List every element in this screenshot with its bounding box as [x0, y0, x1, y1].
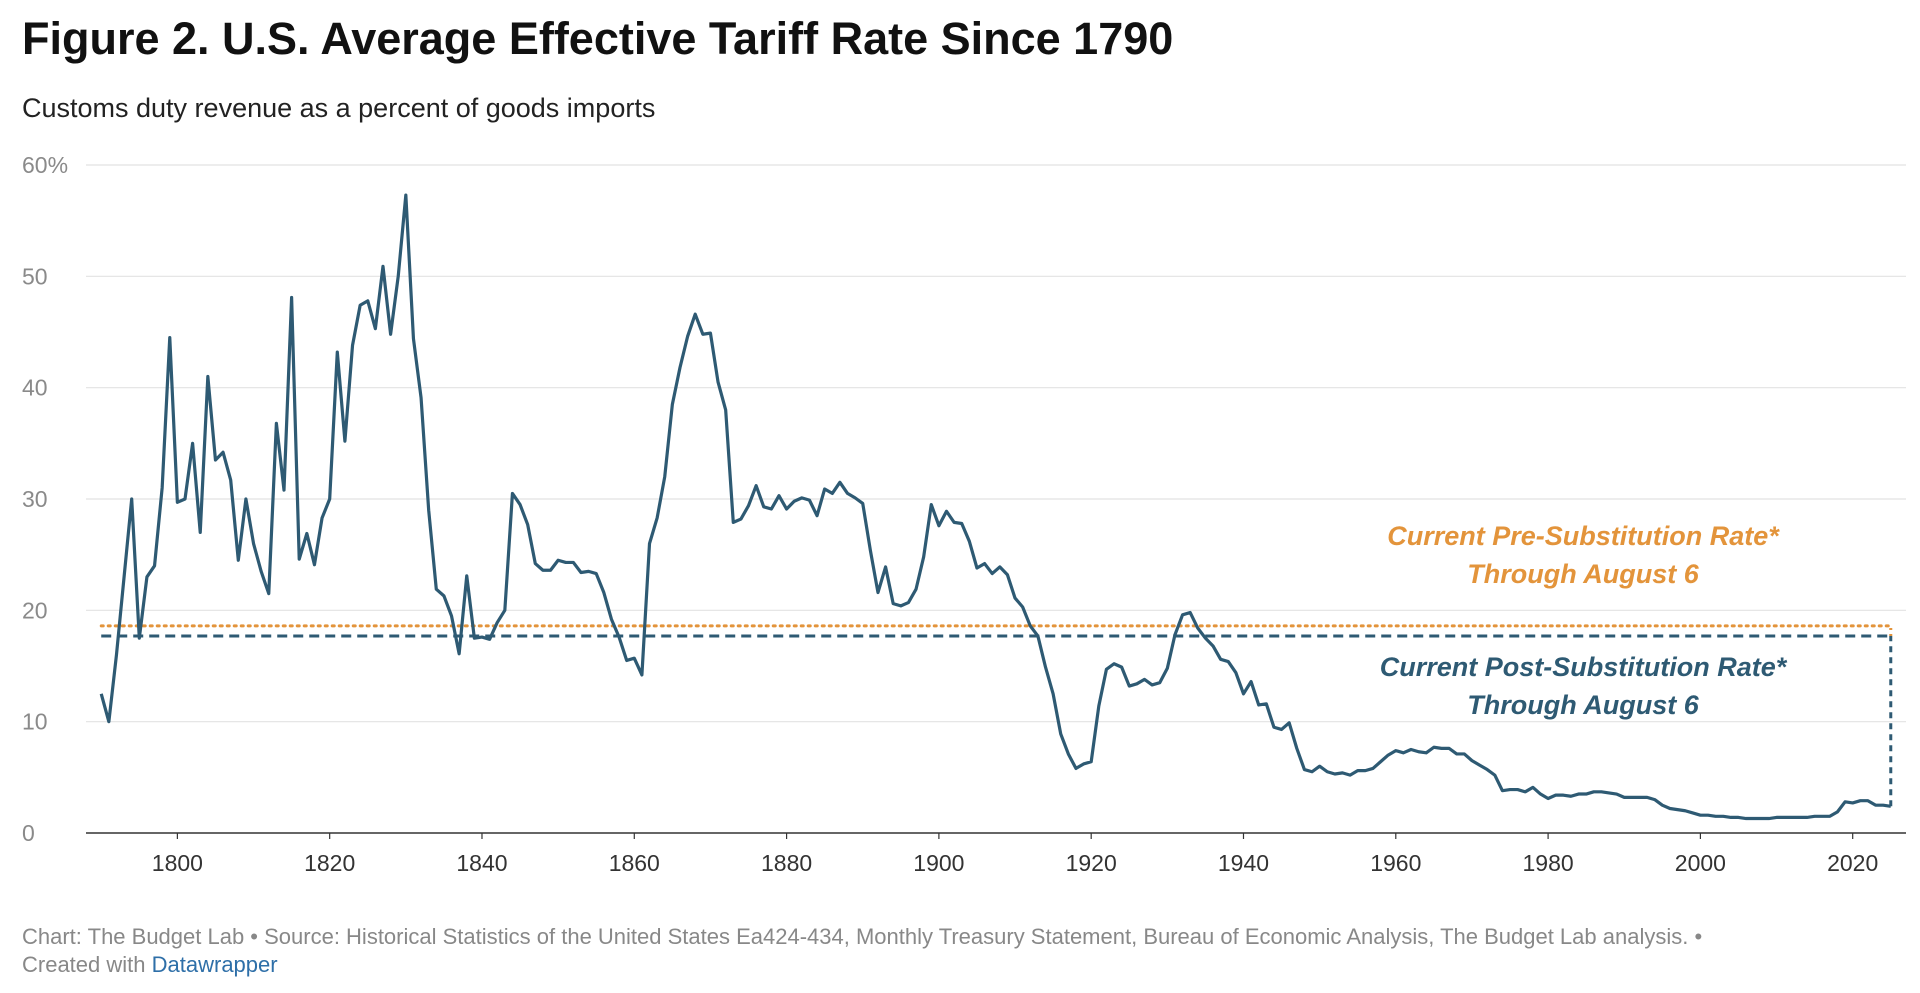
reference-label: Through August 6: [1467, 559, 1699, 589]
x-tick-label: 1960: [1370, 850, 1421, 876]
y-tick-label: 40: [22, 375, 48, 401]
x-tick-label: 1940: [1218, 850, 1269, 876]
x-tick-label: 2020: [1827, 850, 1878, 876]
data-line: [99, 193, 1892, 821]
reference-label: Current Post-Substitution Rate*: [1380, 652, 1788, 682]
y-tick-label: 30: [22, 486, 48, 512]
y-tick-label: 0: [22, 820, 35, 846]
footer-created-text: Created with: [22, 952, 146, 977]
footer-source: Chart: The Budget Lab • Source: Historic…: [22, 924, 1702, 949]
x-tick-label: 1900: [913, 850, 964, 876]
reference-label: Current Pre-Substitution Rate*: [1387, 521, 1780, 551]
x-tick-label: 1820: [304, 850, 355, 876]
x-tick-label: 1980: [1523, 850, 1574, 876]
y-tick-label: 10: [22, 709, 48, 735]
x-tick-label: 2000: [1675, 850, 1726, 876]
x-tick-label: 1920: [1066, 850, 1117, 876]
y-tick-label: 20: [22, 597, 48, 623]
reference-label: Through August 6: [1467, 690, 1699, 720]
chart-subtitle: Customs duty revenue as a percent of goo…: [22, 93, 655, 123]
x-tick-label: 1840: [456, 850, 507, 876]
x-tick-label: 1860: [609, 850, 660, 876]
x-tick-label: 1800: [152, 850, 203, 876]
chart-title: Figure 2. U.S. Average Effective Tariff …: [22, 13, 1173, 64]
x-tick-label: 1880: [761, 850, 812, 876]
footer-created: Created with Datawrapper: [22, 952, 278, 977]
y-tick-label: 50: [22, 263, 48, 289]
footer-link[interactable]: Datawrapper: [152, 952, 278, 977]
y-tick-label: 60%: [22, 152, 68, 178]
